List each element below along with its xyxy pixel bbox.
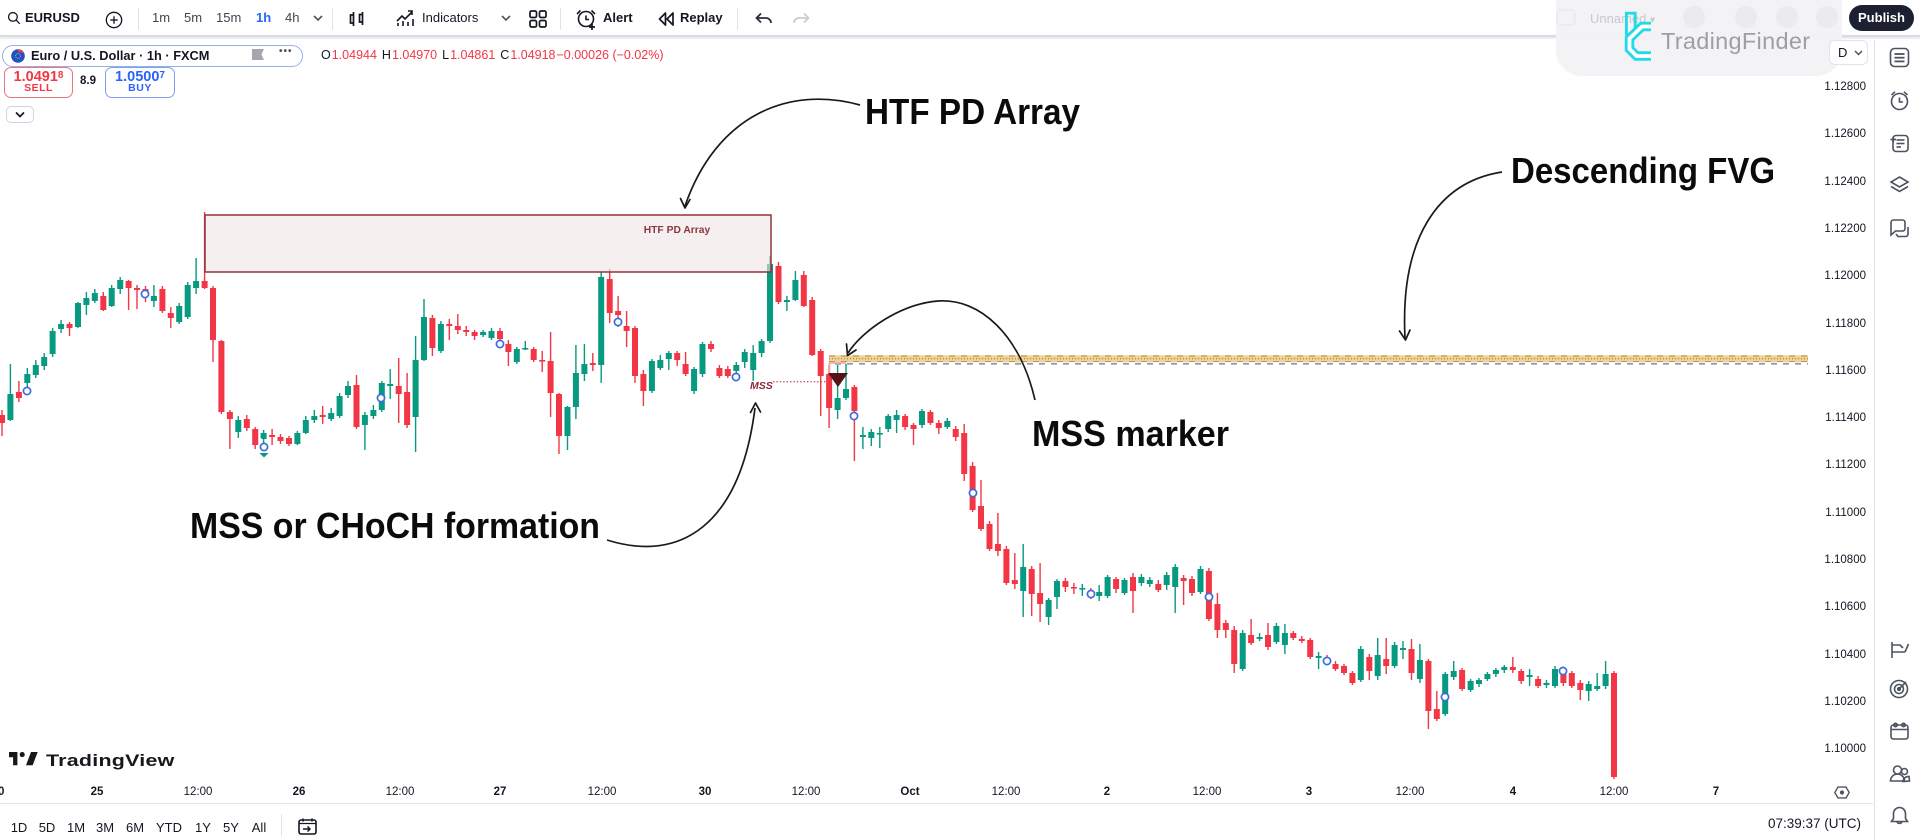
svg-text:HTF PD Array: HTF PD Array <box>644 225 711 236</box>
svg-text:MSS marker: MSS marker <box>1032 413 1229 454</box>
svg-text:Descending FVG: Descending FVG <box>1511 150 1775 191</box>
svg-text:HTF PD Array: HTF PD Array <box>865 91 1080 132</box>
svg-text:MSS or CHoCH formation: MSS or CHoCH formation <box>190 505 600 546</box>
svg-text:MSS: MSS <box>750 380 773 392</box>
